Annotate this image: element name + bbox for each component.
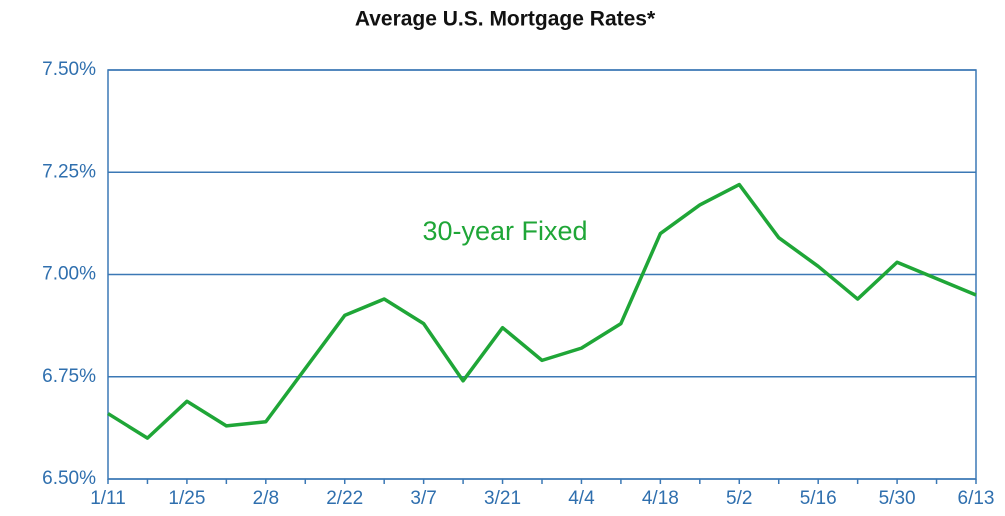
x-tick-label: 6/13: [958, 488, 995, 509]
x-tick-label: 2/22: [326, 488, 363, 509]
y-tick-label: 7.00%: [42, 264, 96, 285]
chart-title: Average U.S. Mortgage Rates*: [355, 8, 656, 31]
x-tick-label: 1/25: [168, 488, 205, 509]
x-tick-label: 5/2: [726, 488, 752, 509]
x-tick-label: 4/4: [568, 488, 595, 509]
x-tick-label: 2/8: [253, 488, 279, 509]
x-tick-label: 3/21: [484, 488, 521, 509]
y-tick-label: 6.50%: [42, 468, 96, 489]
y-tick-label: 7.50%: [42, 59, 96, 80]
y-tick-label: 6.75%: [42, 366, 96, 387]
x-tick-label: 3/7: [410, 488, 436, 509]
y-tick-label: 7.25%: [42, 161, 96, 182]
x-tick-label: 4/18: [642, 488, 679, 509]
x-tick-label: 5/30: [879, 488, 916, 509]
series-label: 30-year Fixed: [422, 216, 587, 246]
x-tick-label: 5/16: [800, 488, 837, 509]
x-tick-label: 1/11: [90, 488, 126, 509]
line-series: [107, 182, 977, 440]
